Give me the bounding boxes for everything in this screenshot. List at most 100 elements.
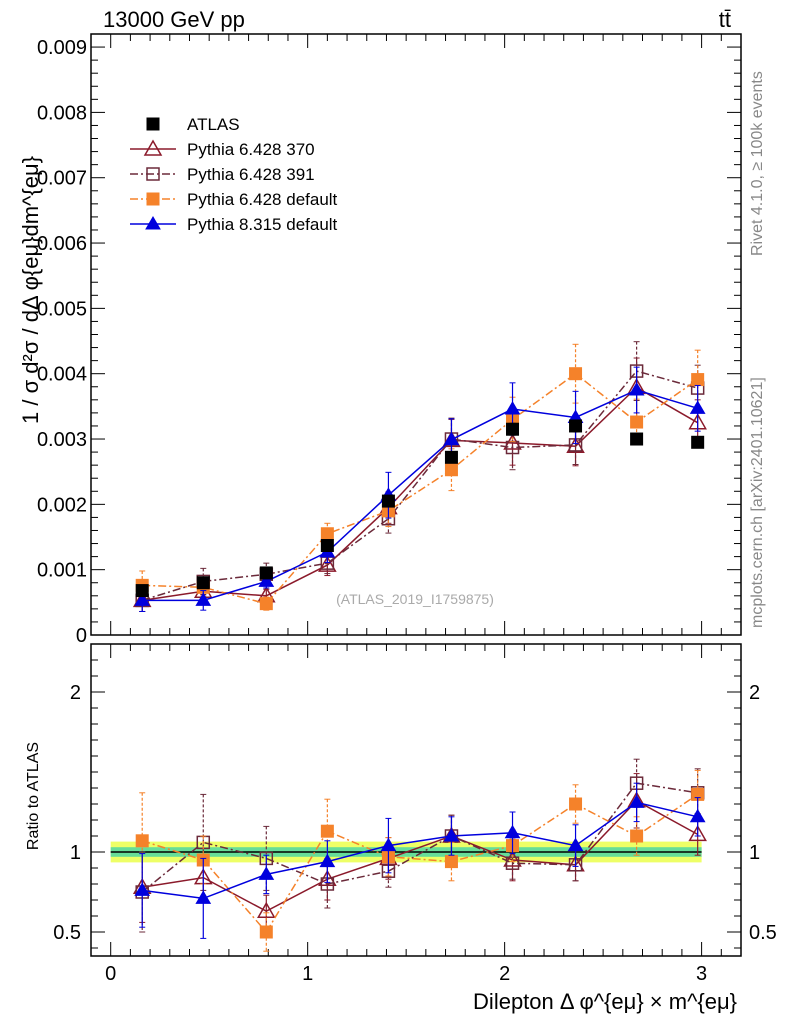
ratio-point <box>689 808 706 823</box>
ratio-point <box>688 824 707 842</box>
ratio-line <box>142 799 699 913</box>
legend-item: ATLAS <box>146 115 240 134</box>
series-line <box>142 372 699 605</box>
main-y-tick-label: 0.005 <box>37 298 87 320</box>
ratio-series-pythia-8-315-default <box>134 782 706 939</box>
data-point <box>318 555 337 572</box>
ratio-point <box>444 855 458 869</box>
ratio-point <box>503 850 522 867</box>
main-y-tick-label: 0.009 <box>37 37 87 59</box>
main-y-tick-label: 0.001 <box>37 560 87 582</box>
ratio-line <box>142 801 698 900</box>
data-point <box>135 584 149 598</box>
data-point <box>259 597 273 611</box>
rivet-version-label: Rivet 4.1.0, ≥ 100k events <box>749 71 766 256</box>
energy-label: 13000 GeV pp <box>103 7 245 32</box>
ratio-y-tick-label-right: 1 <box>749 842 760 864</box>
ratio-point <box>319 853 336 868</box>
ratio-point <box>259 925 273 939</box>
main-y-tick-label: 0.003 <box>37 429 87 451</box>
ratio-point <box>628 794 645 808</box>
x-tick-label: 0 <box>105 963 116 985</box>
data-point <box>569 419 583 433</box>
main-y-tick-label: 0.006 <box>37 233 87 255</box>
legend-item: Pythia 6.428 391 <box>130 165 315 184</box>
ratio-point <box>380 837 397 852</box>
legend-marker <box>143 139 163 156</box>
data-point <box>134 592 151 606</box>
ratio-frame <box>90 643 742 957</box>
ratio-y-tick-label: 0.5 <box>53 922 81 944</box>
main-y-tick-label: 0.002 <box>37 494 87 516</box>
x-tick-label: 1 <box>302 963 313 985</box>
ratio-line <box>141 793 699 934</box>
ratio-y-tick-label-right: 2 <box>749 682 760 704</box>
legend-label: Pythia 6.428 391 <box>187 165 315 184</box>
ratio-point <box>320 824 334 838</box>
ratio-point <box>195 890 212 904</box>
legend-item: Pythia 8.315 default <box>130 215 338 234</box>
main-series-pythia-6-428-370 <box>132 357 707 612</box>
data-point <box>444 450 458 464</box>
data-point <box>506 422 520 436</box>
main-panel: 0 0.001 0.002 0.003 0.004 0.005 0.006 0.007 0.00… <box>37 33 742 647</box>
data-point <box>381 494 395 508</box>
data-point <box>444 463 458 477</box>
ratio-point <box>258 866 275 880</box>
legend-label: ATLAS <box>187 115 240 134</box>
data-point <box>320 527 334 541</box>
main-y-tick-label: 0.008 <box>37 102 87 124</box>
x-axis-label: Dilepton Δ φ^{eμ} × m^{eμ} <box>473 989 737 1014</box>
legend-marker <box>146 167 160 181</box>
data-point <box>320 539 334 553</box>
legend-label: Pythia 6.428 default <box>187 190 338 209</box>
main-y-tick-label: 0.004 <box>37 364 87 386</box>
legend-marker <box>145 216 161 230</box>
data-point <box>195 592 212 606</box>
ratio-panel: 0 1 2 3 0.5 0.5 1 1 2 2 <box>53 643 777 985</box>
data-point <box>630 415 644 429</box>
series-line <box>142 386 699 602</box>
ratio-point <box>135 834 149 848</box>
data-point <box>258 573 275 587</box>
data-point <box>443 431 460 446</box>
legend-marker <box>146 117 160 131</box>
ratio-point <box>134 882 151 896</box>
legend: ATLAS Pythia 6.428 370 Pythia 6.428 391 Pyt… <box>130 115 338 234</box>
main-y-axis-label: 1 / σ d²σ / dΔ φ{eμ}dm^{eμ} <box>18 156 43 424</box>
x-tick-label: 2 <box>499 963 510 985</box>
main-series-pythia-6-428-391 <box>135 341 705 612</box>
ratio-point <box>257 901 276 918</box>
series-line <box>141 370 698 602</box>
ratio-point <box>443 828 460 842</box>
data-point <box>630 432 644 446</box>
data-point <box>196 576 210 590</box>
data-point <box>691 435 705 449</box>
main-series-atlas <box>135 419 705 598</box>
ratio-y-tick-label-right: 0.5 <box>749 922 777 944</box>
legend-item: Pythia 6.428 default <box>130 190 338 209</box>
ratio-y-tick-label: 2 <box>70 682 81 704</box>
ratio-point <box>569 797 583 811</box>
legend-marker <box>146 192 160 206</box>
data-point <box>689 400 706 414</box>
main-y-tick-label: 0 <box>76 625 87 647</box>
ratio-point <box>504 824 521 839</box>
main-series-pythia-6-428-default <box>135 343 705 611</box>
analysis-watermark: (ATLAS_2019_I1759875) <box>336 591 494 607</box>
main-y-tick-label: 0.007 <box>37 168 87 190</box>
ratio-y-tick-label: 1 <box>70 842 81 864</box>
ratio-line <box>141 782 698 893</box>
data-point <box>259 566 273 580</box>
data-point <box>691 373 705 387</box>
ratio-point <box>630 829 644 843</box>
data-point <box>628 382 645 396</box>
legend-label: Pythia 8.315 default <box>187 215 338 234</box>
x-tick-label: 3 <box>696 963 707 985</box>
ratio-point <box>567 837 584 852</box>
data-point <box>569 367 583 381</box>
ratio-y-axis-label: Ratio to ATLAS <box>25 742 42 850</box>
legend-item: Pythia 6.428 370 <box>130 139 315 159</box>
process-label: tt̄ <box>719 7 731 32</box>
